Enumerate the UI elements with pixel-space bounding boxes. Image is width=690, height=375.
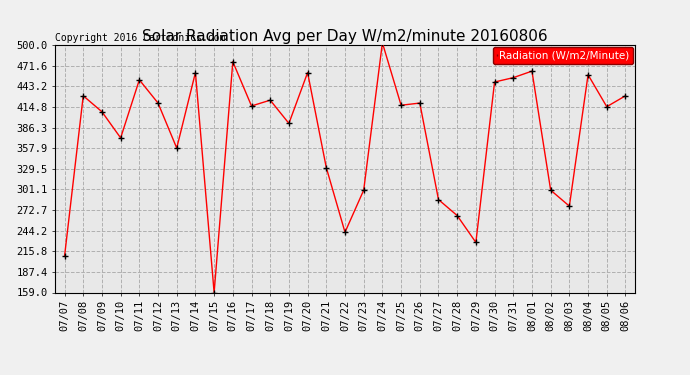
Text: Copyright 2016 Cartronics.com: Copyright 2016 Cartronics.com	[55, 33, 226, 42]
Title: Solar Radiation Avg per Day W/m2/minute 20160806: Solar Radiation Avg per Day W/m2/minute …	[142, 29, 548, 44]
Legend: Radiation (W/m2/Minute): Radiation (W/m2/Minute)	[493, 47, 633, 64]
